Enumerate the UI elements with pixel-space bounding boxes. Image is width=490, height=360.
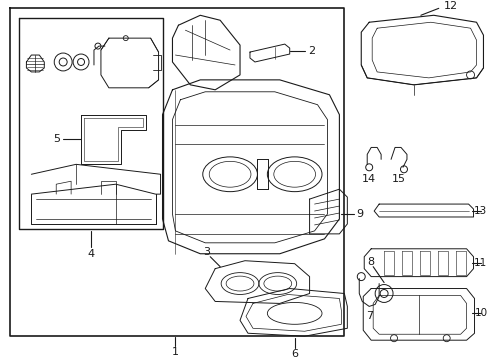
Text: 2: 2 <box>308 46 315 56</box>
Text: 9: 9 <box>357 209 364 219</box>
Text: 3: 3 <box>203 247 210 257</box>
Text: 7: 7 <box>366 311 373 321</box>
Text: 11: 11 <box>474 258 488 268</box>
Text: 10: 10 <box>474 309 488 318</box>
Text: 15: 15 <box>392 174 406 184</box>
Text: 5: 5 <box>53 135 60 144</box>
Text: 6: 6 <box>291 349 298 359</box>
Text: 13: 13 <box>474 206 488 216</box>
Text: 1: 1 <box>172 347 179 357</box>
Text: 4: 4 <box>87 249 95 259</box>
Text: 14: 14 <box>362 174 376 184</box>
Text: 12: 12 <box>443 1 458 12</box>
Text: 8: 8 <box>368 257 375 267</box>
